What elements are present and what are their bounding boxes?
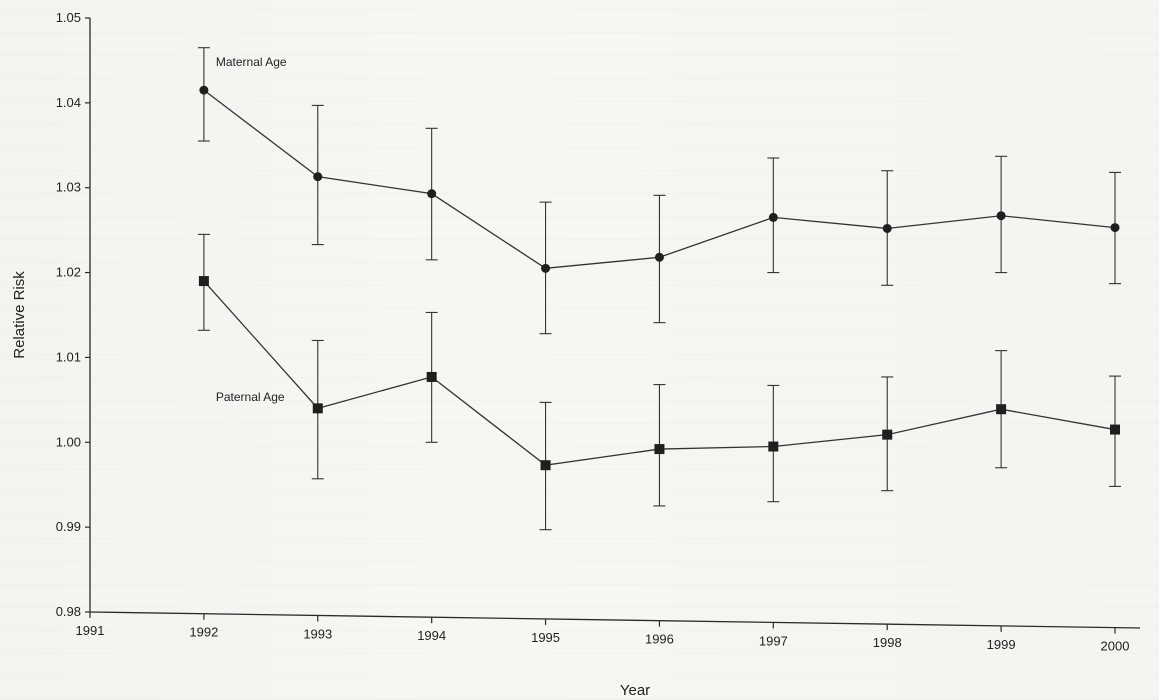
x-tick-label: 2000 bbox=[1101, 639, 1130, 654]
data-point bbox=[654, 252, 664, 262]
data-point bbox=[654, 444, 665, 455]
series-label: Maternal Age bbox=[216, 55, 287, 69]
data-point bbox=[996, 404, 1007, 415]
data-point bbox=[199, 85, 209, 95]
y-tick-label: 0.98 bbox=[56, 604, 81, 619]
data-point bbox=[1110, 223, 1120, 233]
data-point bbox=[996, 211, 1006, 221]
data-point bbox=[882, 223, 892, 233]
x-tick-label: 1996 bbox=[645, 632, 674, 647]
data-point bbox=[540, 460, 551, 471]
data-point bbox=[768, 441, 779, 452]
x-tick-label: 1998 bbox=[873, 635, 902, 650]
series-maternal-age: Maternal Age bbox=[197, 47, 1121, 335]
data-point bbox=[427, 189, 437, 199]
axes bbox=[89, 18, 1141, 629]
series-paternal-age: Paternal Age bbox=[197, 233, 1121, 531]
y-tick-label: 1.00 bbox=[56, 434, 81, 449]
y-tick-label: 1.05 bbox=[56, 10, 81, 25]
y-tick-label: 1.04 bbox=[56, 95, 81, 110]
series-label: Paternal Age bbox=[216, 390, 285, 404]
y-tick-label: 0.99 bbox=[56, 519, 81, 534]
x-tick-label: 1992 bbox=[189, 625, 218, 640]
data-point bbox=[312, 403, 323, 414]
x-tick-label: 1999 bbox=[987, 637, 1016, 652]
data-point bbox=[313, 172, 323, 182]
data-point bbox=[541, 263, 551, 273]
x-axis-line bbox=[89, 611, 1141, 629]
tick-layer: 0.98 0.99 1.00 1.01 1.02 1.03 1.04 1.05 1991 1992… bbox=[56, 10, 1130, 654]
x-axis-title: Year bbox=[620, 682, 650, 699]
data-point bbox=[198, 276, 209, 287]
y-tick-label: 1.03 bbox=[56, 180, 81, 195]
y-axis-title: Relative Risk bbox=[11, 271, 28, 359]
x-tick-label: 1995 bbox=[531, 630, 560, 645]
x-tick-label: 1997 bbox=[759, 633, 788, 648]
y-tick-label: 1.01 bbox=[56, 349, 81, 364]
data-point bbox=[768, 212, 778, 222]
data-point bbox=[882, 429, 893, 440]
x-tick-label: 1994 bbox=[417, 628, 446, 643]
data-point bbox=[1110, 424, 1120, 435]
x-tick-label: 1991 bbox=[76, 623, 105, 638]
data-point bbox=[426, 371, 437, 382]
y-tick-label: 1.02 bbox=[56, 265, 81, 280]
series-layer: Maternal Age Paternal Age bbox=[197, 47, 1121, 531]
x-tick-label: 1993 bbox=[303, 626, 332, 641]
